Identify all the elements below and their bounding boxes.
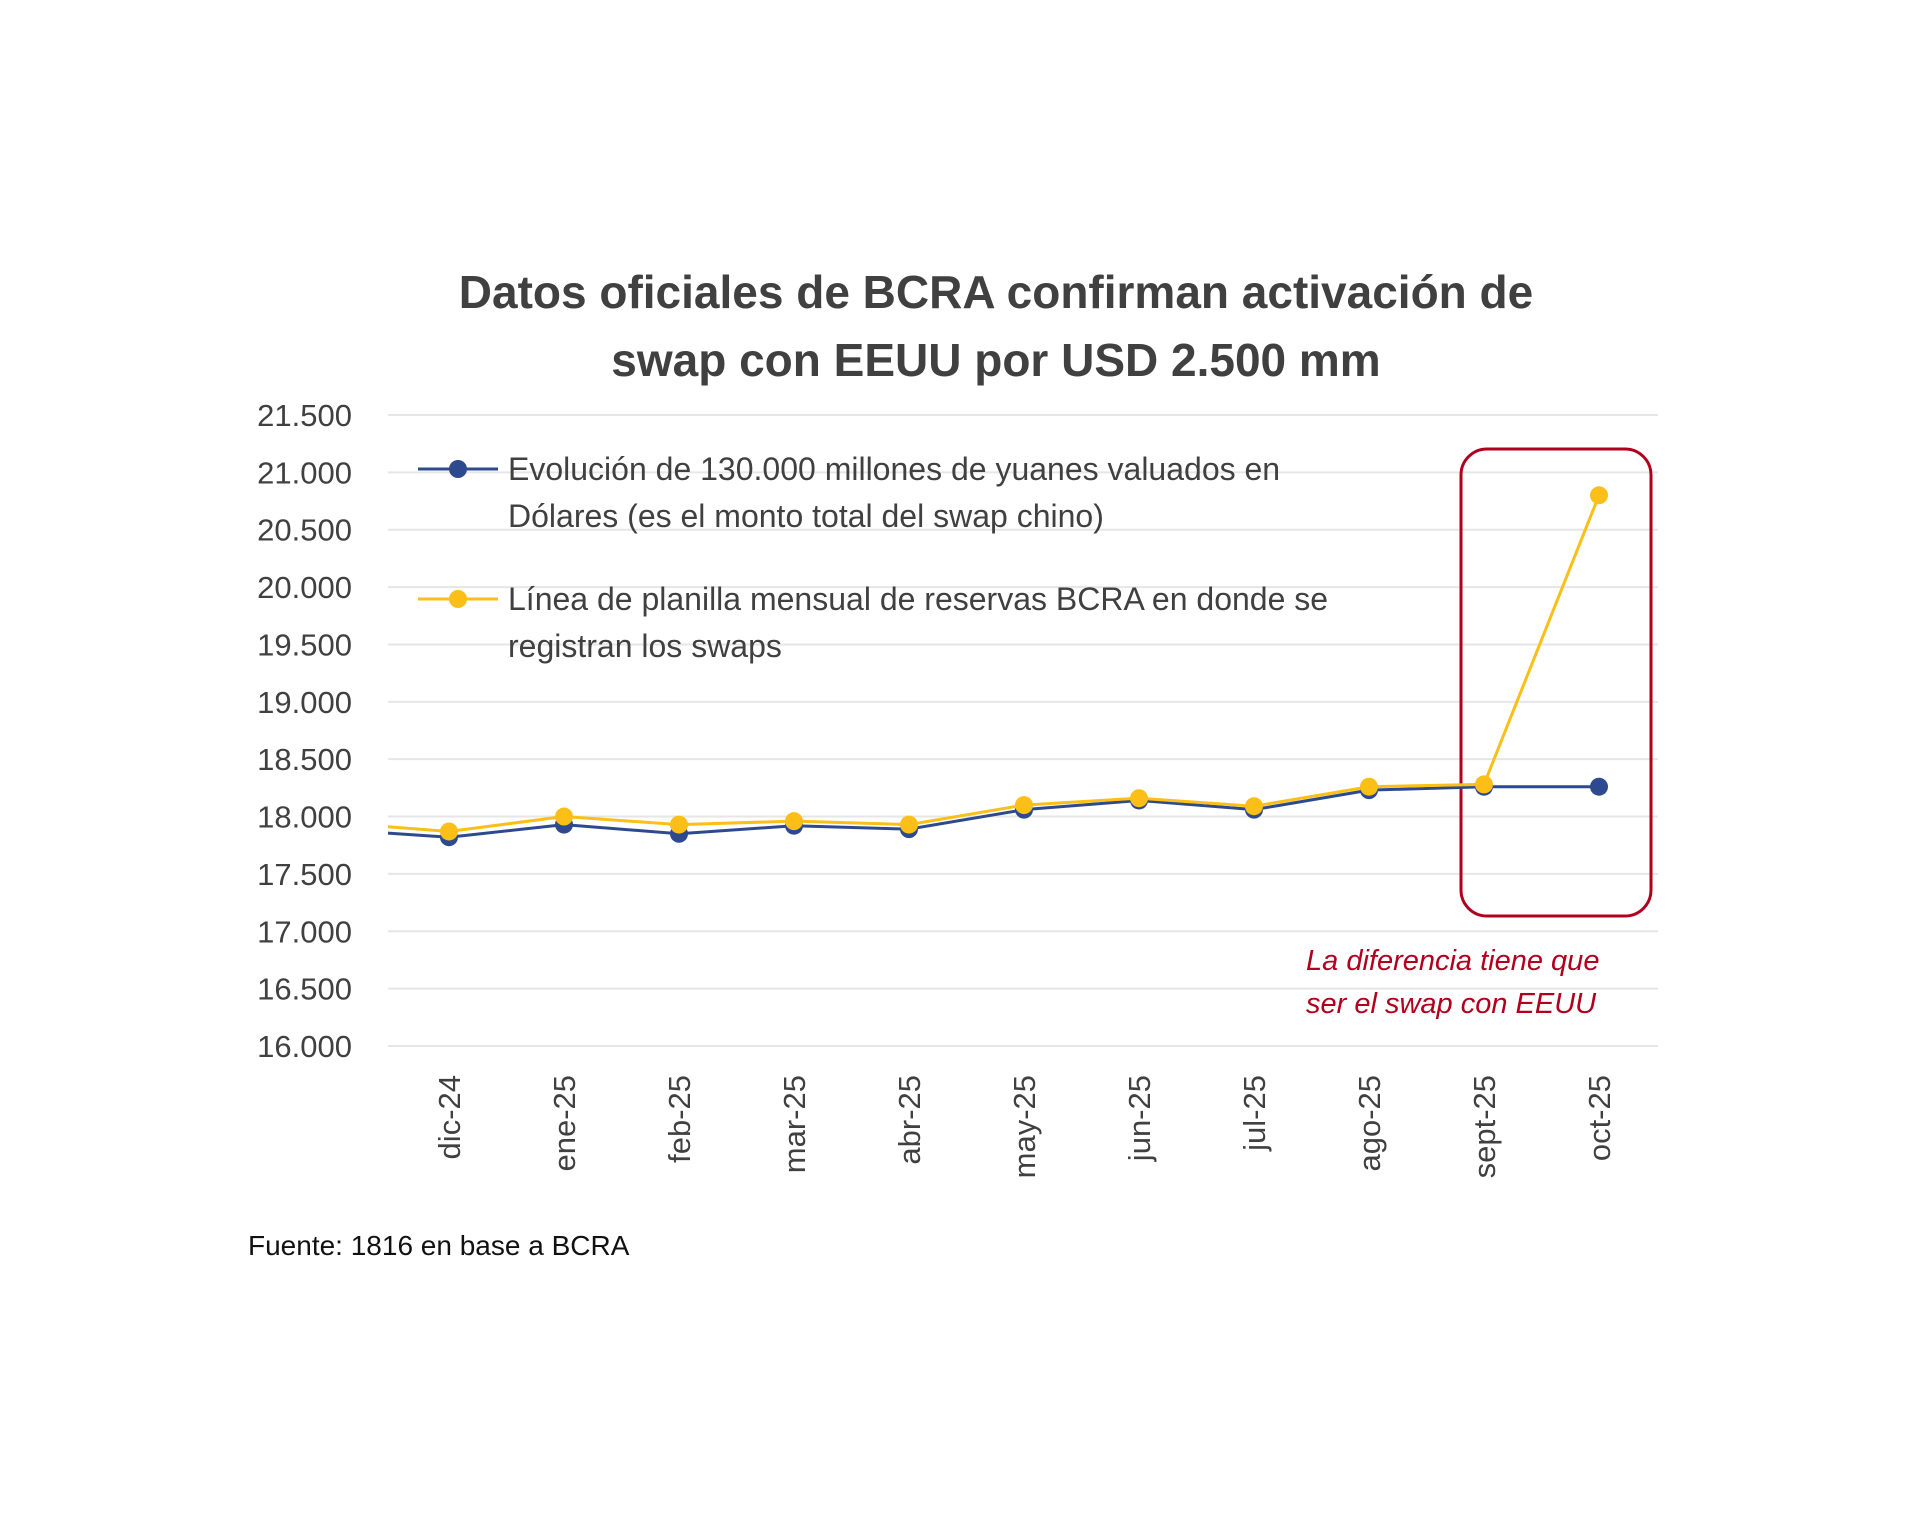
x-tick-label: dic-24 [432, 1075, 467, 1159]
y-tick-label: 20.000 [257, 570, 352, 605]
x-tick-label: sept-25 [1467, 1075, 1502, 1178]
x-tick-label: jun-25 [1122, 1075, 1157, 1162]
annotation-line: La diferencia tiene que [1306, 945, 1600, 977]
legend-label: Línea de planilla mensual de reservas BC… [508, 581, 1329, 617]
legend-marker [449, 590, 467, 608]
data-point [900, 815, 918, 834]
annotation: La diferencia tiene que ser el swap con … [1306, 940, 1599, 1026]
annotation-line: ser el swap con EEUU [1306, 988, 1597, 1020]
x-tick-label: ene-25 [547, 1075, 582, 1172]
title-line-1: Datos oficiales de BCRA confirman activa… [458, 266, 1534, 318]
legend-entry-blue: Evolución de 130.000 millones de yuanes … [508, 446, 1408, 540]
y-tick-label: 17.500 [257, 857, 352, 892]
data-point [1590, 777, 1608, 796]
legend-label: Evolución de 130.000 millones de yuanes … [508, 451, 1281, 487]
y-tick-label: 21.500 [257, 398, 352, 433]
data-point [785, 812, 803, 831]
x-tick-label: may-25 [1007, 1075, 1042, 1178]
y-tick-label: 20.500 [257, 513, 352, 548]
data-point [1590, 486, 1608, 505]
data-point [1015, 796, 1033, 815]
data-point [555, 807, 573, 826]
y-tick-label: 18.000 [257, 800, 352, 835]
x-tick-label: oct-25 [1582, 1075, 1617, 1161]
series-line-1 [387, 494, 1601, 833]
y-tick-label: 19.500 [257, 627, 352, 662]
legend-label: registran los swaps [508, 628, 782, 664]
data-point [1475, 775, 1493, 794]
legend-entry-yellow: Línea de planilla mensual de reservas BC… [508, 576, 1408, 670]
series-line-0 [387, 785, 1599, 839]
y-tick-label: 18.500 [257, 742, 352, 777]
data-point [1130, 789, 1148, 808]
y-tick-label: 16.500 [257, 972, 352, 1007]
source-note: Fuente: 1816 en base a BCRA [248, 1230, 630, 1261]
data-point [440, 822, 458, 841]
x-tick-label: feb-25 [662, 1075, 697, 1163]
x-tick-label: abr-25 [892, 1075, 927, 1165]
data-point [670, 815, 688, 834]
data-point [1245, 797, 1263, 816]
legend-label: Dólares (es el monto total del swap chin… [508, 498, 1104, 534]
legend-marker [449, 460, 467, 478]
x-tick-label: mar-25 [777, 1075, 812, 1173]
y-tick-label: 21.000 [257, 455, 352, 490]
y-tick-label: 17.000 [257, 914, 352, 949]
y-tick-label: 16.000 [257, 1029, 352, 1064]
data-point [1360, 777, 1378, 796]
y-tick-label: 19.000 [257, 685, 352, 720]
x-tick-label: ago-25 [1352, 1075, 1387, 1172]
chart-title: Datos oficiales de BCRA confirman activa… [0, 258, 1920, 394]
x-tick-label: jul-25 [1237, 1075, 1272, 1152]
highlight-box [1459, 447, 1653, 918]
title-line-2: swap con EEUU por USD 2.500 mm [611, 334, 1381, 386]
